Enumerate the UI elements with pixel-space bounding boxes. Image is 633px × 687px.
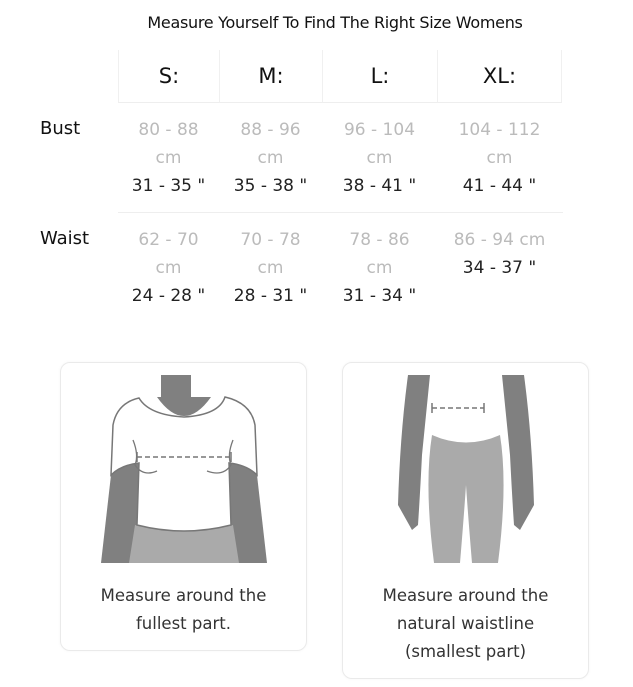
size-cell: 104 - 112 cm 41 - 44 " — [437, 116, 562, 200]
cm-value: 78 - 86 — [349, 230, 410, 250]
cm-value: 104 - 112 — [458, 120, 541, 140]
caption-line: natural waistline — [396, 614, 535, 633]
cm-value: 96 - 104 — [343, 120, 416, 140]
waist-card: Measure around the natural waistline (sm… — [342, 362, 589, 679]
cm-value: cm — [257, 148, 284, 168]
page-title: Measure Yourself To Find The Right Size … — [147, 13, 523, 32]
row-label-waist: Waist — [40, 228, 90, 249]
size-cell: 62 - 70 cm 24 - 28 " — [118, 226, 219, 310]
inch-value: 41 - 44 " — [462, 176, 537, 196]
cm-value: cm — [366, 258, 393, 278]
size-header-m: M: — [219, 50, 322, 103]
size-cell: 70 - 78 cm 28 - 31 " — [219, 226, 322, 310]
cm-value: cm — [155, 148, 182, 168]
cm-value: 86 - 94 cm — [453, 230, 546, 250]
size-cell: 80 - 88 cm 31 - 35 " — [118, 116, 219, 200]
caption-line: Measure around the — [100, 586, 267, 605]
caption-line: (smallest part) — [404, 642, 527, 661]
size-header-s: S: — [118, 50, 219, 103]
size-cell: 86 - 94 cm 34 - 37 " — [437, 226, 562, 282]
cm-value: 80 - 88 — [138, 120, 199, 140]
inch-value: 31 - 35 " — [131, 176, 206, 196]
size-cell: 96 - 104 cm 38 - 41 " — [322, 116, 437, 200]
cm-value: 70 - 78 — [240, 230, 301, 250]
row-label-bust: Bust — [40, 118, 81, 139]
caption-line: Measure around the — [382, 586, 549, 605]
cm-value: 62 - 70 — [138, 230, 199, 250]
row-divider — [118, 212, 563, 213]
inch-value: 31 - 34 " — [342, 286, 417, 306]
cm-value: cm — [257, 258, 284, 278]
size-header-l: L: — [322, 50, 437, 103]
bust-measure-figure-icon — [100, 375, 267, 563]
inch-value: 24 - 28 " — [131, 286, 206, 306]
cm-value: 88 - 96 — [240, 120, 301, 140]
size-cell: 78 - 86 cm 31 - 34 " — [322, 226, 437, 310]
size-header-xl: XL: — [437, 50, 562, 103]
inch-value: 35 - 38 " — [233, 176, 308, 196]
bust-card: Measure around the fullest part. — [60, 362, 307, 651]
bust-caption: Measure around the fullest part. — [61, 582, 306, 638]
size-cell: 88 - 96 cm 35 - 38 " — [219, 116, 322, 200]
caption-line: fullest part. — [136, 614, 231, 633]
waist-caption: Measure around the natural waistline (sm… — [343, 582, 588, 666]
inch-value: 34 - 37 " — [462, 258, 537, 278]
cm-value: cm — [366, 148, 393, 168]
cm-value: cm — [155, 258, 182, 278]
waist-measure-figure-icon — [397, 375, 534, 563]
inch-value: 38 - 41 " — [342, 176, 417, 196]
inch-value: 28 - 31 " — [233, 286, 308, 306]
cm-value: cm — [486, 148, 513, 168]
